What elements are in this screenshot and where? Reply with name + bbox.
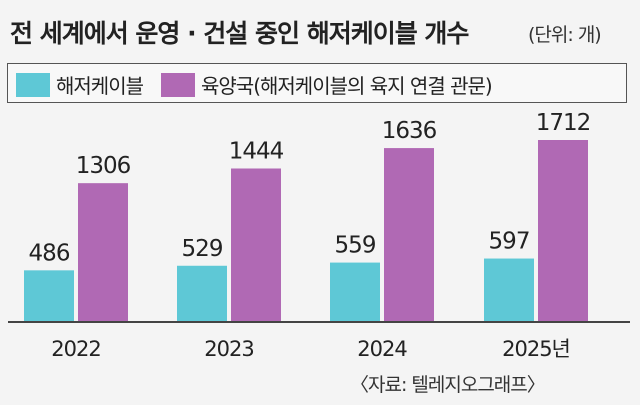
source-note: 〈자료: 텔레지오그래프〉	[350, 374, 546, 396]
legend-swatch-series-2	[161, 72, 195, 97]
x-tick-label-3: 2024	[357, 337, 407, 361]
bar-2-4	[538, 140, 588, 322]
legend-item-series-2: 육양국(해저케이블의 육지 연결 관문)	[161, 70, 493, 99]
legend-item-series-1: 해저케이블	[16, 70, 144, 99]
data-label-2-1: 1306	[76, 153, 131, 179]
data-label-2-2: 1444	[229, 138, 284, 164]
x-tick-label-4: 2025년	[502, 337, 570, 361]
legend-label-series-2: 육양국(해저케이블의 육지 연결 관문)	[201, 74, 493, 98]
bar-2-2	[231, 168, 281, 322]
bar-1-4	[484, 258, 534, 322]
data-label-1-4: 597	[489, 229, 530, 255]
data-label-1-1: 486	[29, 240, 70, 266]
bar-2-3	[384, 148, 434, 322]
chart-title: 전 세계에서 운영 · 건설 중인 해저케이블 개수	[10, 19, 469, 48]
legend: 해저케이블 육양국(해저케이블의 육지 연결 관문)	[7, 63, 627, 103]
x-tick-label-2: 2023	[204, 337, 253, 361]
bar-1-2	[177, 265, 227, 322]
legend-swatch-series-1	[16, 72, 50, 97]
legend-label-series-1: 해저케이블	[56, 74, 144, 98]
data-label-2-4: 1712	[536, 110, 591, 136]
unit-label: (단위: 개)	[528, 24, 602, 46]
bar-2-1	[78, 183, 128, 322]
bar-1-3	[330, 262, 380, 322]
data-label-1-2: 529	[182, 236, 223, 262]
bar-1-1	[24, 270, 74, 322]
data-label-1-3: 559	[335, 233, 376, 259]
x-tick-label-1: 2022	[51, 337, 100, 361]
data-label-2-3: 1636	[382, 118, 437, 144]
